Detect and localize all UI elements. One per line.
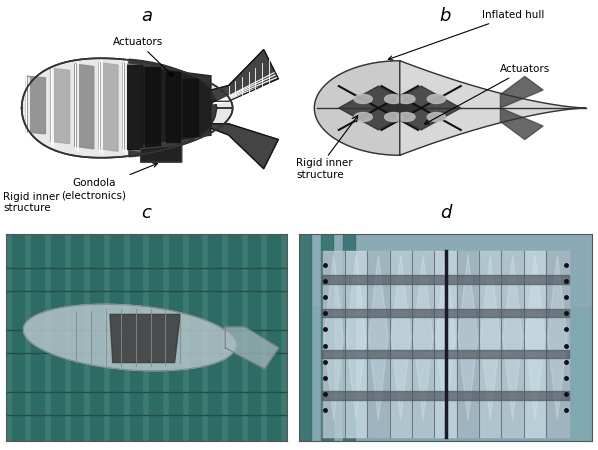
Polygon shape <box>51 234 63 441</box>
Polygon shape <box>412 251 434 437</box>
Text: a: a <box>141 7 152 25</box>
Polygon shape <box>11 234 25 441</box>
Polygon shape <box>457 251 479 437</box>
Polygon shape <box>166 72 180 142</box>
Polygon shape <box>90 234 103 441</box>
Polygon shape <box>322 275 569 284</box>
Text: Actuators: Actuators <box>112 37 173 76</box>
Polygon shape <box>228 234 240 441</box>
Ellipse shape <box>354 94 373 104</box>
Polygon shape <box>267 234 280 441</box>
Polygon shape <box>248 234 260 441</box>
Polygon shape <box>343 234 355 441</box>
Polygon shape <box>481 255 500 420</box>
Polygon shape <box>208 234 221 441</box>
Polygon shape <box>129 59 233 157</box>
Polygon shape <box>322 350 569 358</box>
Polygon shape <box>225 327 279 369</box>
Text: Rigid inner
structure: Rigid inner structure <box>3 192 60 213</box>
Polygon shape <box>479 251 502 437</box>
Polygon shape <box>211 124 278 169</box>
Polygon shape <box>413 255 433 420</box>
Polygon shape <box>183 79 198 136</box>
Polygon shape <box>367 251 389 437</box>
Polygon shape <box>502 251 524 437</box>
Polygon shape <box>299 234 592 306</box>
Polygon shape <box>391 255 410 420</box>
Ellipse shape <box>396 94 415 104</box>
Text: Inflated hull: Inflated hull <box>388 10 545 60</box>
Polygon shape <box>75 64 94 149</box>
Polygon shape <box>458 255 478 420</box>
Ellipse shape <box>354 112 373 122</box>
Polygon shape <box>110 315 180 363</box>
Polygon shape <box>26 76 45 134</box>
Polygon shape <box>525 255 545 420</box>
Polygon shape <box>22 58 233 158</box>
Polygon shape <box>211 50 278 101</box>
Polygon shape <box>145 67 160 147</box>
Polygon shape <box>127 64 142 149</box>
Polygon shape <box>345 251 367 437</box>
Polygon shape <box>169 234 182 441</box>
Polygon shape <box>123 63 142 151</box>
Ellipse shape <box>427 112 446 122</box>
Polygon shape <box>368 255 388 420</box>
Polygon shape <box>503 255 523 420</box>
Polygon shape <box>501 108 543 140</box>
Polygon shape <box>382 86 460 130</box>
Text: Actuators: Actuators <box>425 64 551 124</box>
Polygon shape <box>322 309 569 317</box>
Polygon shape <box>501 76 543 108</box>
Polygon shape <box>71 234 83 441</box>
Polygon shape <box>51 68 69 144</box>
Polygon shape <box>132 66 211 145</box>
Polygon shape <box>324 255 343 420</box>
Text: c: c <box>142 203 151 221</box>
Polygon shape <box>130 234 142 441</box>
Polygon shape <box>338 86 418 130</box>
Polygon shape <box>150 234 162 441</box>
Text: Rigid inner
structure: Rigid inner structure <box>296 158 353 180</box>
Ellipse shape <box>385 112 403 122</box>
Polygon shape <box>188 234 202 441</box>
Ellipse shape <box>427 94 446 104</box>
Polygon shape <box>315 61 399 155</box>
Polygon shape <box>31 234 44 441</box>
Polygon shape <box>315 61 586 155</box>
Polygon shape <box>99 63 118 151</box>
Ellipse shape <box>396 112 415 122</box>
Polygon shape <box>434 251 457 437</box>
Polygon shape <box>546 251 569 437</box>
Text: Gondola
(electronics): Gondola (electronics) <box>61 163 157 200</box>
Text: d: d <box>440 203 451 221</box>
Polygon shape <box>321 234 332 441</box>
Polygon shape <box>299 234 311 441</box>
Polygon shape <box>346 255 366 420</box>
Polygon shape <box>524 251 546 437</box>
Polygon shape <box>548 255 567 420</box>
Polygon shape <box>389 251 412 437</box>
Polygon shape <box>322 251 345 437</box>
Polygon shape <box>141 145 182 162</box>
Polygon shape <box>436 255 455 420</box>
Polygon shape <box>23 304 236 371</box>
Text: b: b <box>440 7 451 25</box>
Ellipse shape <box>385 94 403 104</box>
Polygon shape <box>322 392 569 400</box>
Polygon shape <box>110 234 123 441</box>
